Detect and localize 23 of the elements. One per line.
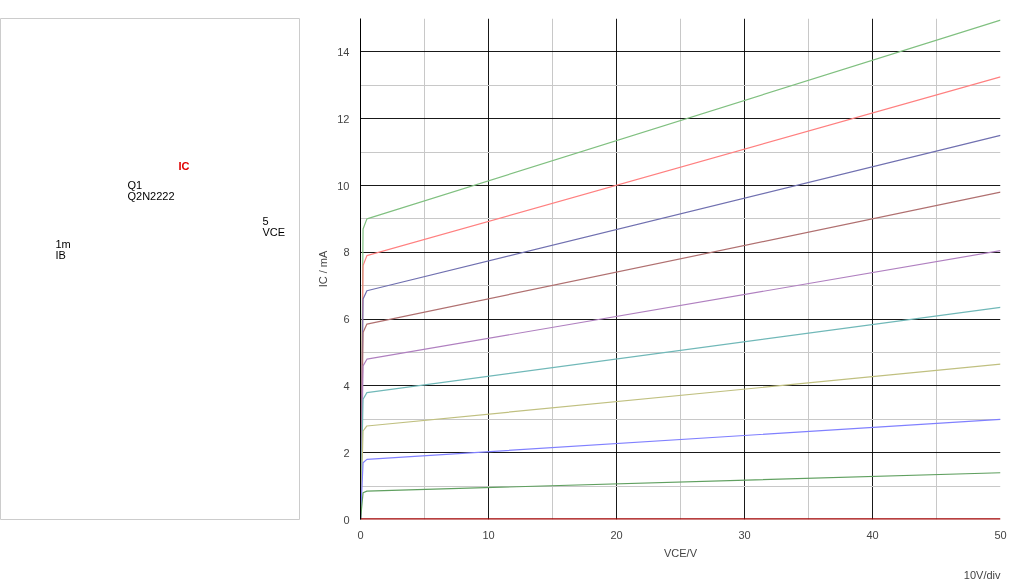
y-tick-label: 2 xyxy=(343,446,350,459)
x-tick-label: 40 xyxy=(866,528,879,541)
x-tick-label: 30 xyxy=(738,528,751,541)
y-tick-label: 8 xyxy=(343,246,350,259)
text: IC xyxy=(178,159,190,172)
x-axis-title: VCE/V xyxy=(663,546,698,559)
x-tick-label: 0 xyxy=(357,528,364,541)
x-tick-label: 50 xyxy=(994,528,1007,541)
y-tick-label: 10 xyxy=(337,179,350,192)
y-tick-label: 4 xyxy=(343,379,350,392)
text: Q1 xyxy=(127,178,143,191)
text: 5 xyxy=(262,214,269,227)
text: VCE xyxy=(262,225,286,238)
x-tick-label: 10 xyxy=(482,528,495,541)
y-tick-label: 0 xyxy=(343,513,350,526)
text: 1m xyxy=(55,237,71,250)
y-tick-label: 14 xyxy=(337,45,350,58)
y-axis-title: IC / mA xyxy=(317,250,330,288)
y-tick-label: 6 xyxy=(343,313,350,326)
text: IB xyxy=(55,248,66,261)
text: 10V/div xyxy=(963,568,1001,581)
y-tick-label: 12 xyxy=(337,112,350,125)
x-tick-label: 20 xyxy=(610,528,623,541)
